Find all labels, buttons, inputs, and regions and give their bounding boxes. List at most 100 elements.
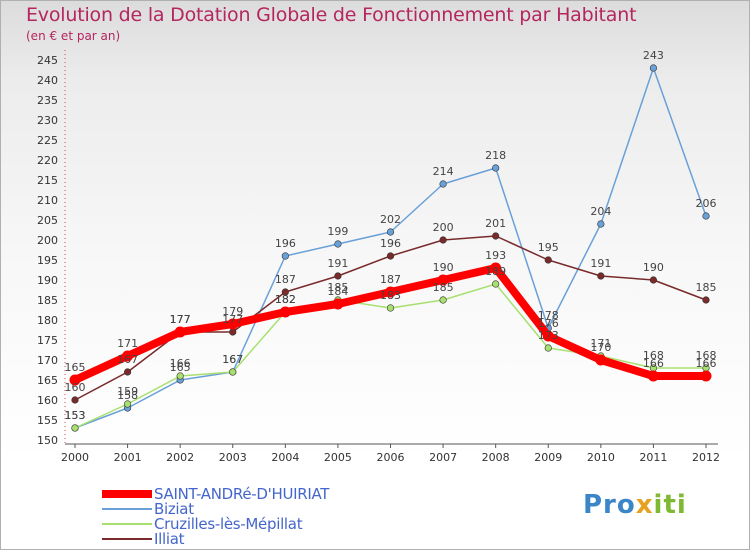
series-point-3 — [702, 296, 710, 304]
x-tick-label: 2009 — [534, 451, 562, 464]
x-tick-label: 2010 — [587, 451, 615, 464]
legend-swatch — [102, 490, 152, 498]
data-label-0: 177 — [170, 313, 191, 326]
y-tick-label: 155 — [37, 414, 58, 427]
brand-part-1: Pro — [583, 490, 636, 520]
y-tick-label: 220 — [37, 154, 58, 167]
y-tick-label: 170 — [37, 354, 58, 367]
legend-item: Illiat — [102, 530, 185, 548]
legend-label: Illiat — [154, 530, 185, 548]
data-label-0: 184 — [327, 285, 348, 298]
series-point-3 — [544, 256, 552, 264]
data-label-0: 170 — [590, 341, 611, 354]
series-point-0 — [700, 370, 712, 382]
x-tick-label: 2000 — [61, 451, 89, 464]
y-tick-label: 210 — [37, 194, 58, 207]
legend-swatch — [102, 508, 152, 510]
y-tick-label: 180 — [37, 314, 58, 327]
series-point-2 — [229, 368, 237, 376]
chart-axes: 150 155 160 165 170 175 180 185 190 195 200 205 210 2… — [37, 50, 720, 464]
y-tick-label: 215 — [37, 174, 58, 187]
data-label-3: 191 — [590, 257, 611, 270]
data-label-2: 159 — [117, 385, 138, 398]
data-label-1: 158 — [117, 389, 138, 402]
series-point-1 — [649, 64, 658, 72]
series-point-1 — [439, 180, 447, 188]
series-point-3 — [492, 232, 500, 240]
data-label-1: 153 — [65, 409, 86, 422]
data-label-3: 195 — [538, 241, 559, 254]
y-tick-label: 205 — [37, 214, 58, 227]
y-tick-label: 160 — [37, 394, 58, 407]
series-point-3 — [334, 272, 342, 280]
data-label-0: 166 — [696, 357, 717, 370]
x-tick-label: 2001 — [114, 451, 142, 464]
data-label-1: 167 — [222, 353, 243, 366]
data-label-3: 201 — [485, 217, 506, 230]
series-point-3 — [71, 396, 79, 404]
series-point-1 — [386, 228, 395, 236]
data-label-2: 166 — [170, 357, 191, 370]
series-point-2 — [71, 424, 79, 432]
chart-title: Evolution de la Dotation Globale de Fonc… — [26, 4, 637, 26]
legend-label: SAINT-ANDRé-D'HUIRIAT — [154, 485, 330, 503]
x-tick-label: 2004 — [271, 451, 299, 464]
series-point-3 — [649, 276, 658, 284]
x-tick-label: 2012 — [692, 451, 720, 464]
y-tick-label: 230 — [37, 114, 58, 127]
data-label-2: 153 — [65, 409, 86, 422]
series-point-0 — [647, 370, 659, 382]
series-point-3 — [281, 288, 289, 296]
legend-swatch — [102, 538, 152, 540]
series-point-2 — [123, 400, 132, 408]
series-point-2 — [439, 296, 447, 304]
chart-subtitle: (en € et par an) — [26, 29, 121, 43]
data-label-1: 206 — [696, 197, 717, 210]
data-label-1: 178 — [538, 309, 559, 322]
data-label-1: 202 — [380, 213, 401, 226]
data-label-2: 185 — [433, 281, 454, 294]
x-tick-label: 2002 — [166, 451, 194, 464]
data-label-3: 200 — [433, 221, 454, 234]
series-point-1 — [597, 220, 605, 228]
data-label-3: 187 — [275, 273, 296, 286]
chart-series-lines — [69, 64, 712, 432]
series-point-1 — [281, 252, 289, 260]
y-tick-label: 165 — [37, 374, 58, 387]
data-label-0: 176 — [538, 317, 559, 330]
data-label-3: 190 — [643, 261, 664, 274]
x-tick-label: 2007 — [429, 451, 457, 464]
data-label-2: 173 — [538, 329, 559, 342]
data-label-0: 179 — [222, 305, 243, 318]
data-label-0: 171 — [117, 337, 138, 350]
data-label-0: 182 — [275, 293, 296, 306]
data-label-0: 193 — [485, 249, 506, 262]
x-tick-label: 2008 — [482, 451, 510, 464]
legend-label: Cruzilles-lès-Mépillat — [154, 515, 303, 533]
series-point-2 — [176, 372, 184, 380]
data-label-3: 167 — [117, 353, 138, 366]
series-point-1 — [702, 212, 710, 220]
series-point-0 — [437, 274, 449, 286]
data-label-2: 168 — [696, 349, 717, 362]
series-point-3 — [597, 272, 605, 280]
data-label-2: 182 — [275, 293, 296, 306]
legend-label: Biziat — [154, 500, 194, 518]
data-label-3: 177 — [170, 313, 191, 326]
data-label-3: 191 — [327, 257, 348, 270]
series-point-3 — [439, 236, 447, 244]
series-point-1 — [492, 164, 500, 172]
y-tick-label: 225 — [37, 134, 58, 147]
series-point-3 — [229, 328, 237, 336]
data-label-0: 190 — [433, 261, 454, 274]
data-label-1: 165 — [170, 361, 191, 374]
series-point-2 — [544, 344, 552, 352]
series-point-0 — [122, 350, 134, 362]
data-label-2: 183 — [380, 289, 401, 302]
y-tick-label: 185 — [37, 294, 58, 307]
brand-part-3: iti — [653, 490, 687, 520]
data-label-2: 185 — [327, 281, 348, 294]
data-label-1: 204 — [590, 205, 611, 218]
